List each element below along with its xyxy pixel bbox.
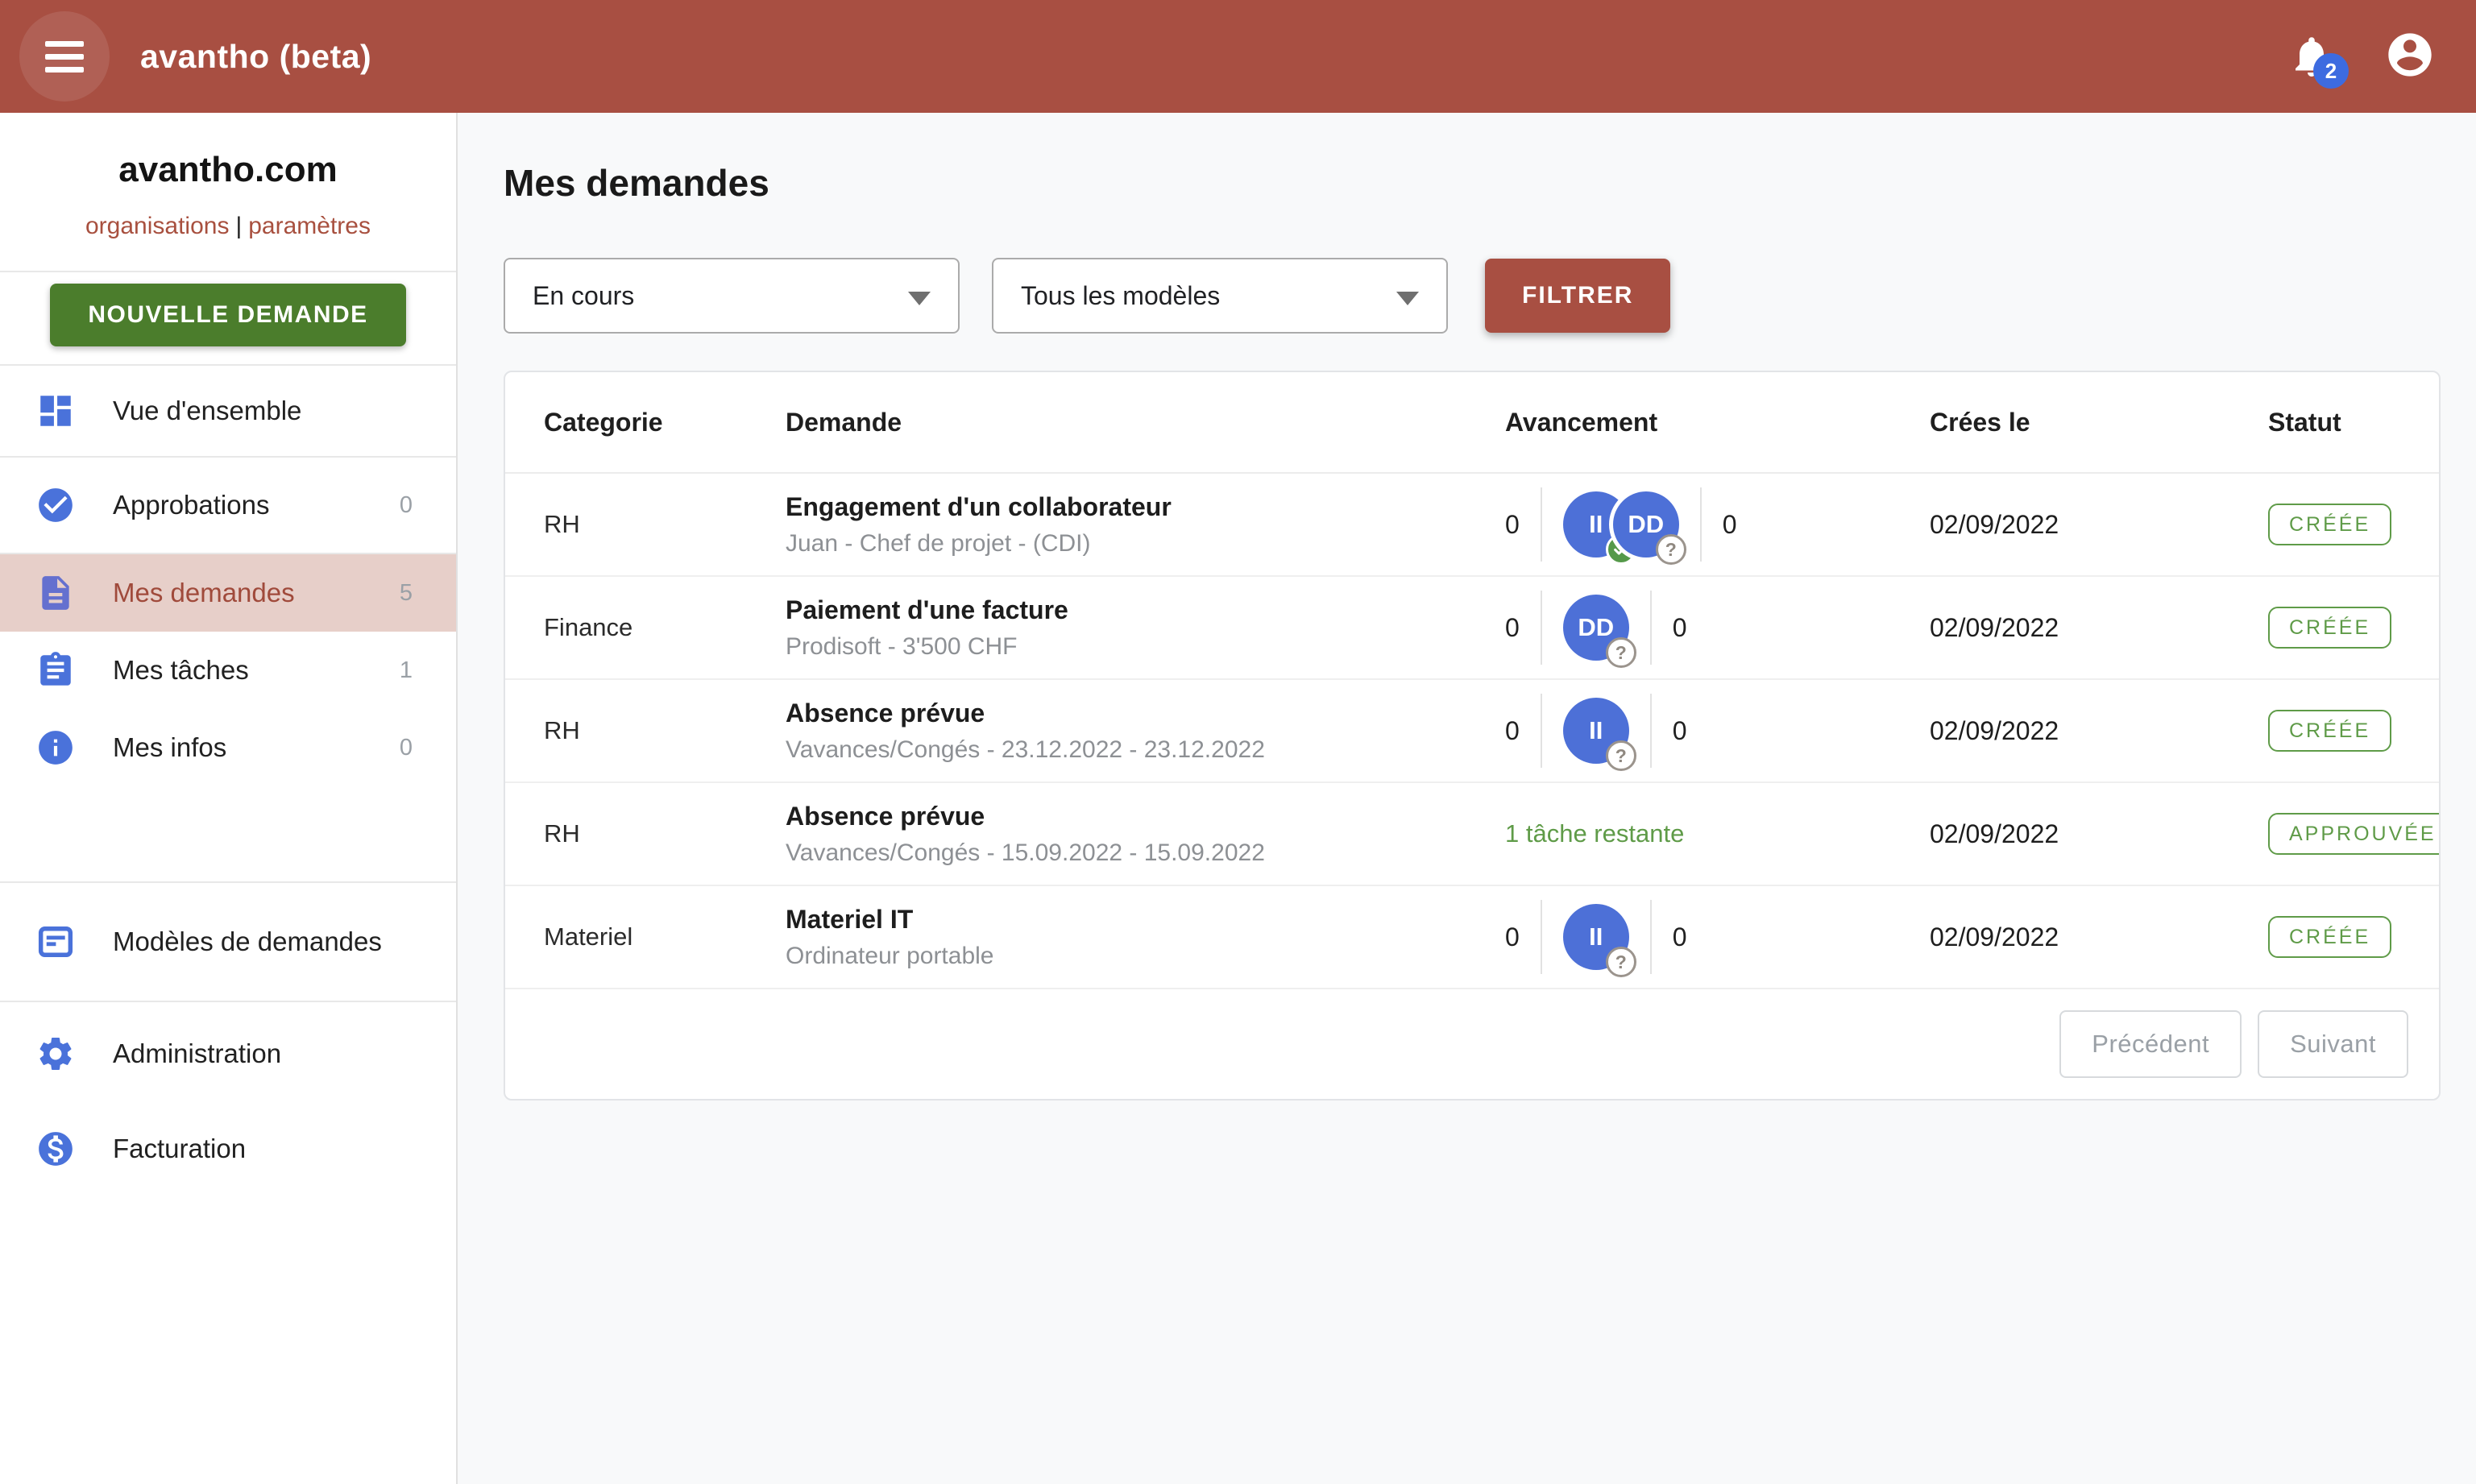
link-separator: | [235,213,243,239]
avatar: DD ? [1612,491,1686,565]
sidebar-item-administration[interactable]: Administration [0,1002,456,1105]
avatar: II ? [1562,698,1636,771]
avatar: II ? [1562,904,1636,977]
main-content: Mes demandes En cours Tous les modèles F… [459,113,2476,1484]
request-subtitle: Vavances/Congés - 15.09.2022 - 15.09.202… [786,839,1265,866]
sidebar-item-modeles-de-demandes[interactable]: Modèles de demandes [0,883,456,1001]
request-title: Materiel IT [786,904,914,934]
col-statut: Statut [2268,407,2341,437]
created-date: 02/09/2022 [1930,819,2059,848]
item-count: 0 [399,734,413,761]
created-date: 02/09/2022 [1930,612,2059,642]
clipboard-icon [40,652,71,686]
col-categorie: Categorie [544,407,663,437]
divider [0,456,456,458]
dollar-circle-icon [39,1132,73,1166]
dashboard-icon [40,396,71,426]
request-title: Absence prévue [786,698,985,727]
divider [0,1001,456,1002]
col-crees-le: Crées le [1930,407,2030,437]
table-row[interactable]: Materiel Materiel IT Ordinateur portable… [505,886,2439,989]
question-badge: ? [1605,947,1636,977]
sidebar-item-mes-taches[interactable]: Mes tâches 1 [0,632,456,709]
tasks-remaining-text: 1 tâche restante [1505,819,1685,848]
model-filter-select[interactable]: Tous les modèles [992,258,1448,334]
table-row[interactable]: RH Absence prévue Vavances/Congés - 23.1… [505,680,2439,783]
caret-down-icon [908,292,931,305]
request-title: Engagement d'un collaborateur [786,491,1172,521]
requests-table: Categorie Demande Avancement Crées le St… [504,371,2441,1101]
progress-cell: 0 II DD ? 0 [1505,487,1930,565]
created-date: 02/09/2022 [1930,509,2059,539]
status-badge: CRÉÉE [2268,504,2392,545]
avatar: DD ? [1562,595,1636,668]
sidebar-item-mes-infos[interactable]: Mes infos 0 [0,709,456,786]
sidebar-item-facturation[interactable]: Facturation [0,1105,456,1192]
account-circle-icon [2388,32,2432,77]
request-subtitle: Prodisoft - 3'500 CHF [786,632,1018,660]
sidebar-item-vue-densemble[interactable]: Vue d'ensemble [0,366,456,456]
template-icon [38,926,73,957]
sidebar-item-approbations[interactable]: Approbations 0 [0,458,456,553]
hamburger-icon [45,40,84,47]
organization-name: avantho.com [118,150,338,189]
new-request-button[interactable]: NOUVELLE DEMANDE [50,284,406,346]
pagination: Précédent Suivant [505,989,2439,1099]
check-circle-icon [39,488,73,522]
menu-button[interactable] [19,11,110,102]
sidebar: avantho.com organisations | paramètres NOU… [0,113,458,1484]
progress-cell: 0 II ? 0 [1505,900,1930,977]
organisations-link[interactable]: organisations [85,213,230,239]
request-subtitle: Juan - Chef de projet - (CDI) [786,529,1091,557]
request-subtitle: Ordinateur portable [786,942,994,969]
divider [0,881,456,883]
account-button[interactable] [2384,29,2436,85]
created-date: 02/09/2022 [1930,922,2059,951]
question-badge: ? [1655,534,1686,565]
item-count: 1 [399,657,413,683]
table-row[interactable]: RH Engagement d'un collaborateur Juan - … [505,474,2439,577]
col-demande: Demande [786,407,902,437]
progress-cell: 0 DD ? 0 [1505,591,1930,668]
progress-cell: 0 II ? 0 [1505,694,1930,771]
table-row[interactable]: RH Absence prévue Vavances/Congés - 15.0… [505,783,2439,886]
created-date: 02/09/2022 [1930,715,2059,745]
table-header: Categorie Demande Avancement Crées le St… [505,372,2439,474]
info-icon [39,731,73,765]
item-count: 0 [399,491,413,518]
status-filter-select[interactable]: En cours [504,258,960,334]
question-badge: ? [1605,740,1636,771]
parametres-link[interactable]: paramètres [248,213,371,239]
filter-button[interactable]: FILTRER [1485,259,1671,333]
request-subtitle: Vavances/Congés - 23.12.2022 - 23.12.202… [786,736,1265,763]
sidebar-item-mes-demandes[interactable]: Mes demandes 5 [0,554,456,632]
app-title: avantho (beta) [140,37,372,75]
caret-down-icon [1396,292,1419,305]
organization-links: organisations | paramètres [0,213,456,240]
status-badge: CRÉÉE [2268,916,2392,958]
notifications-button[interactable]: 2 [2287,32,2349,89]
request-title: Absence prévue [786,801,985,831]
col-avancement: Avancement [1505,407,1658,437]
divider [0,553,456,554]
app-bar: avantho (beta) 2 [0,0,2476,113]
question-badge: ? [1605,637,1636,668]
next-page-button[interactable]: Suivant [2258,1010,2408,1078]
organization-block: avantho.com organisations | paramètres [0,113,456,272]
status-badge: APPROUVÉE [2268,813,2439,855]
notification-count-badge: 2 [2313,53,2349,89]
gear-icon [39,1038,72,1070]
request-title: Paiement d'une facture [786,595,1068,624]
previous-page-button[interactable]: Précédent [2059,1010,2242,1078]
page-title: Mes demandes [504,162,769,204]
filter-bar: En cours Tous les modèles FILTRER [504,258,2437,334]
item-count: 5 [399,579,413,606]
status-badge: CRÉÉE [2268,710,2392,752]
document-icon [42,576,69,610]
table-row[interactable]: Finance Paiement d'une facture Prodisoft… [505,577,2439,680]
progress-cell: 1 tâche restante [1505,819,1930,848]
status-badge: CRÉÉE [2268,607,2392,649]
